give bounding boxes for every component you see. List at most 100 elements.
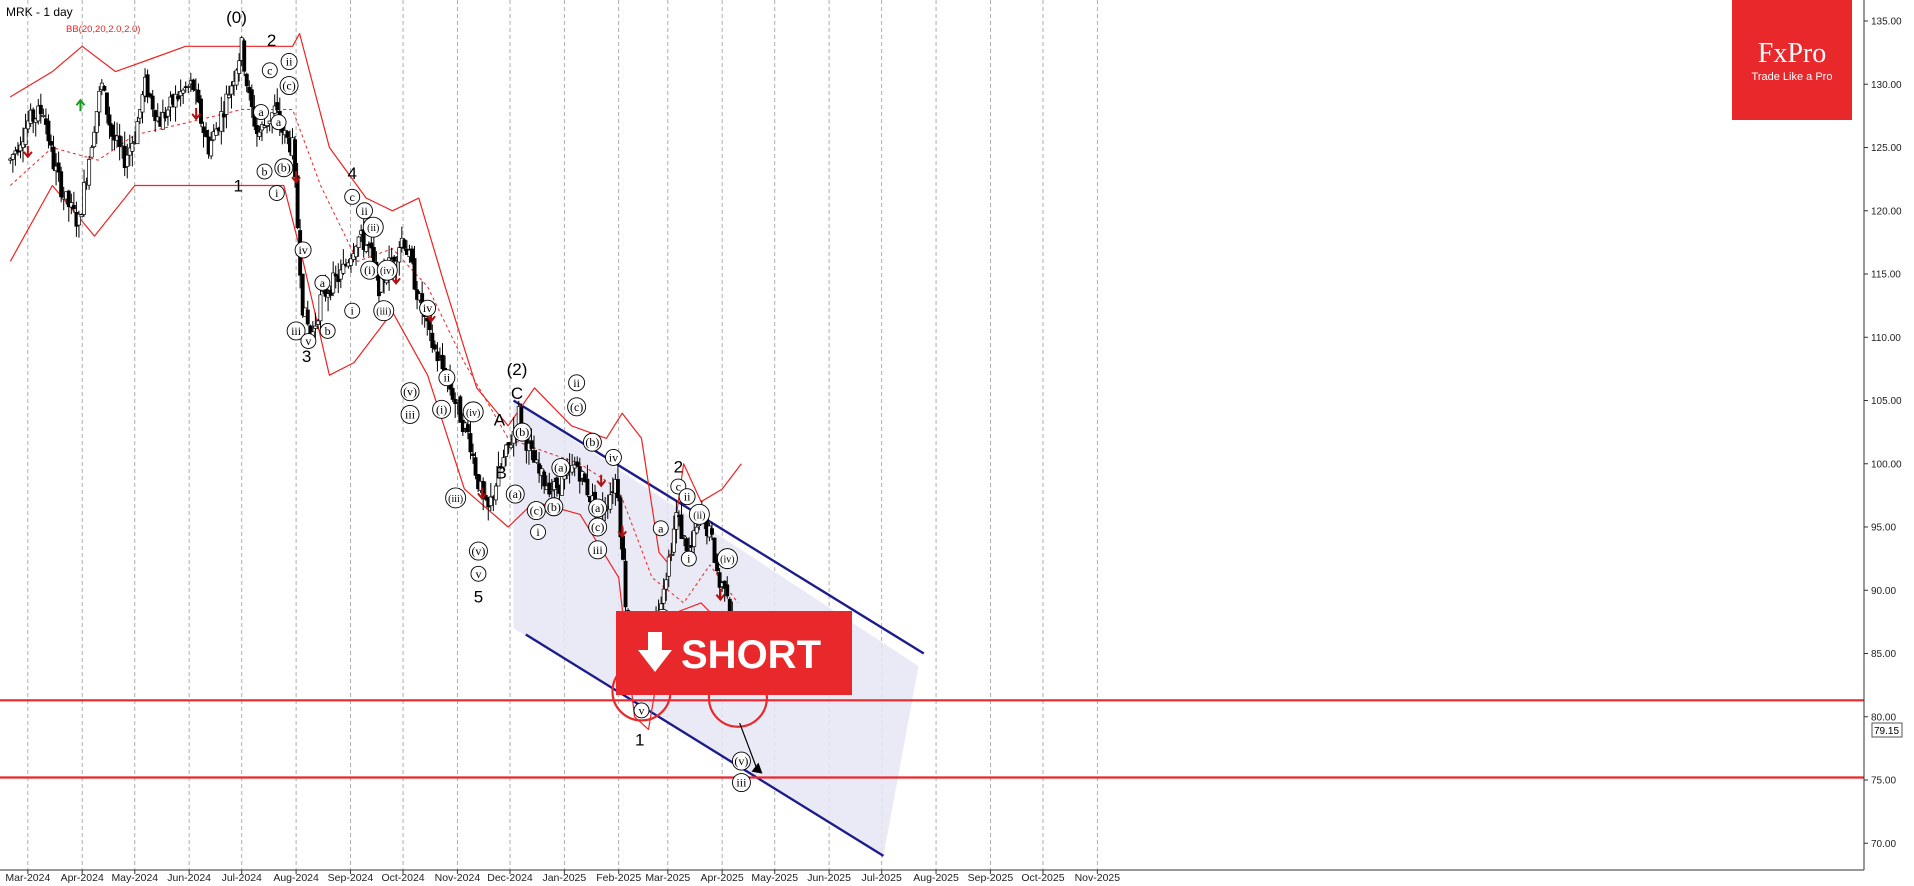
candle-body [178,91,183,97]
price-tick-label: 70.00 [1871,839,1896,850]
candle-body [547,482,552,495]
fxpro-logo: FxPro Trade Like a Pro [1732,0,1852,120]
wave-label-circle [400,404,420,424]
sell-signal-arrow [617,525,627,538]
price-tick-label: 110.00 [1871,333,1901,344]
candle-body [354,245,359,258]
candle-body [89,147,94,158]
candle-body [623,560,628,608]
month-tick-label: Mar-2024 [5,872,50,884]
wave-label: a [276,115,282,129]
wave-label-circle [731,773,751,792]
sell-signal-arrow [191,107,201,121]
wave-label: (iii) [448,494,463,505]
candle-body [242,40,247,72]
month-tick-label: Jul-2024 [222,872,262,884]
candle-body [201,126,206,134]
candle-body [554,477,559,489]
wave-label: (2) [507,360,528,379]
candle-body [666,556,671,577]
candle-body [148,93,153,97]
channel-upper-line [512,399,925,655]
candle-body [110,124,114,137]
candle-body [38,104,43,115]
wave-label: (v) [403,385,417,399]
candle-body [534,459,539,463]
candle-body [153,110,158,121]
wave-label: A [494,410,506,429]
candle-body [31,109,36,122]
wave-label: (c) [591,520,604,534]
candle-body [679,514,684,540]
price-axis[interactable]: 135.00 130.00 125.00 120.00 115.00 110.00 105.… [1863,0,1902,870]
wave-label-circle [633,702,650,719]
candle-body [412,258,417,290]
month-tick-label: Jan-2025 [542,872,586,884]
candle-body [692,530,697,547]
wave-label: 2 [674,457,683,476]
candle-body [585,478,590,496]
candle-body [224,93,229,115]
wave-label: B [496,464,507,483]
wave-label-circle [688,503,710,525]
candle-body [77,213,81,226]
candle-body [621,535,625,560]
candle-body [712,537,717,563]
candle-body [440,354,445,370]
wave-label-circle [551,458,571,477]
candle-body [59,171,64,198]
wave-label: (a) [591,501,604,515]
wave-label-circle [280,53,298,70]
month-tick-label: Apr-2025 [701,872,744,884]
wave-label-circle [419,299,437,317]
candle-body [26,120,31,130]
candle-body [117,135,122,147]
wave-label: ii [684,490,691,504]
candle-body [150,95,155,110]
candle-body [186,86,191,88]
candle-body [196,89,201,103]
sell-signal-arrow [291,171,301,184]
wave-label: 4 [347,164,356,183]
price-tick-label: 130.00 [1871,80,1902,91]
candle-body [364,245,369,252]
wave-label: (c) [530,504,543,518]
wave-label: v [475,567,481,581]
price-tick-label: 125.00 [1871,143,1902,154]
wave-label-circle [253,104,269,121]
month-tick-label: Oct-2025 [1021,872,1064,884]
wave-label: c [350,190,355,204]
wave-label: (b) [547,500,561,514]
candle-body [331,272,336,294]
candle-body [104,92,109,115]
candle-body [618,497,623,538]
wave-label-circle [604,448,622,466]
wave-label-circle [373,300,395,322]
wave-label-circle [568,374,586,392]
candle-body [529,440,534,449]
wave-label: i [275,186,279,200]
month-tick-label: May-2025 [751,872,798,884]
indicator-label: BB(20,20,2.0,2.0) [66,24,140,35]
time-axis[interactable]: Mar-2024 Apr-2024 May-2024 Jun-2024 Jul-2024… [0,869,1864,884]
candle-body [145,74,150,98]
candle-body [615,479,620,499]
candle-body [318,294,323,322]
wave-label: (b) [515,425,529,439]
candle-body [717,572,722,588]
candle-body [504,444,509,457]
month-tick-label: Oct-2024 [381,872,424,884]
price-tick-label: 115.00 [1871,270,1901,281]
price-tick-label: 135.00 [1871,17,1902,28]
symbol-label: MRK - 1 day [6,5,73,19]
month-tick-label: Aug-2025 [913,872,959,884]
wave-label-circle [314,274,331,291]
candle-body [18,144,23,152]
candle-body [107,114,112,126]
candle-body [435,351,440,362]
candle-body [94,111,99,133]
wave-label-circle [344,188,361,205]
sell-signal-arrow [715,588,726,602]
candle-body [229,85,234,95]
